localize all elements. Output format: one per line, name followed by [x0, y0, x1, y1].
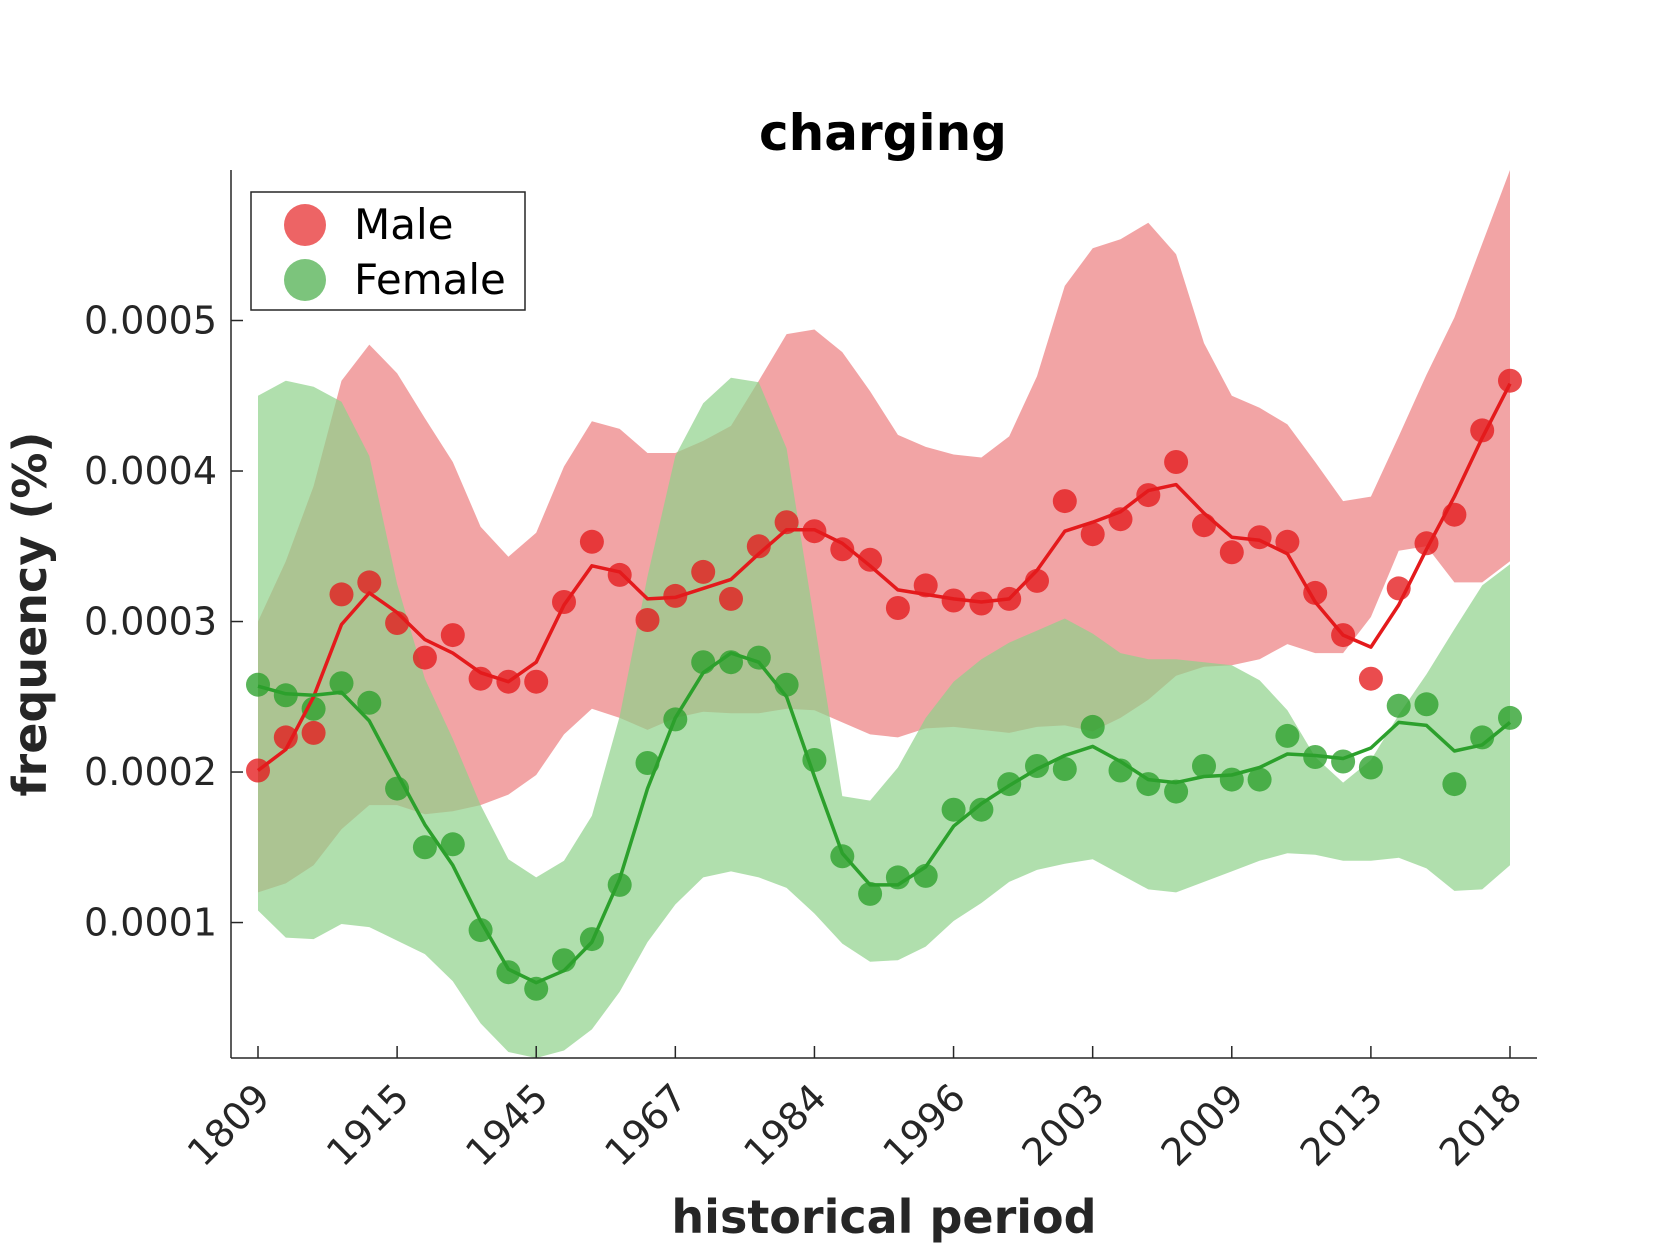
legend: Male Female: [250, 191, 526, 311]
line-male: [256, 382, 1512, 772]
x-tick-label: 2003: [1014, 1075, 1114, 1175]
point-female: [1247, 767, 1272, 792]
x-tick-label: 1967: [596, 1075, 696, 1175]
point-male: [440, 623, 465, 648]
y-tick-label: 0.0005: [84, 299, 217, 343]
x-tick-label: 1809: [179, 1075, 279, 1175]
point-female: [412, 835, 437, 860]
y-tick-label: 0.0001: [84, 901, 217, 945]
point-male: [1192, 513, 1216, 538]
point-male: [1164, 450, 1189, 474]
point-female: [858, 881, 883, 906]
point-male: [913, 573, 938, 598]
band-male: [258, 170, 1510, 893]
point-female: [1052, 757, 1077, 781]
point-male: [301, 720, 326, 745]
point-female: [524, 976, 549, 1001]
point-female: [1080, 714, 1105, 739]
point-female: [246, 672, 270, 697]
point-female: [301, 696, 326, 721]
point-female: [1136, 772, 1161, 797]
point-female: [1414, 692, 1439, 717]
point-male: [412, 645, 437, 670]
point-male: [1080, 522, 1105, 547]
y-tick-label: 0.0004: [84, 449, 217, 493]
x-tick-label: 2013: [1292, 1075, 1392, 1175]
y-tick-label: 0.0002: [84, 750, 217, 794]
y-tick-label: 0.0003: [84, 600, 217, 644]
point-male: [1358, 666, 1383, 691]
point-female: [440, 832, 465, 857]
point-male: [1275, 529, 1300, 554]
point-female: [1275, 723, 1300, 748]
point-male: [1498, 368, 1522, 393]
point-male: [1052, 489, 1077, 514]
point-male: [885, 596, 910, 620]
band-female: [258, 377, 1510, 1058]
point-male: [830, 537, 855, 562]
point-male: [691, 559, 716, 584]
legend-marker-female: [284, 259, 326, 301]
point-male: [858, 547, 883, 572]
point-male: [329, 582, 354, 607]
line-female: [257, 651, 1512, 985]
point-male: [468, 666, 493, 691]
point-female: [1358, 755, 1383, 780]
x-tick-label: 2018: [1431, 1075, 1531, 1175]
x-tick-label: 1984: [735, 1075, 835, 1175]
point-female: [357, 690, 382, 715]
x-tick-label: 1915: [318, 1075, 418, 1175]
point-male: [607, 562, 632, 587]
chart-title: charging: [759, 104, 1007, 162]
point-female: [468, 918, 493, 943]
point-female: [1331, 749, 1356, 774]
point-female: [1498, 705, 1522, 730]
point-male: [719, 586, 743, 611]
x-tick-label: 1996: [874, 1075, 974, 1175]
point-male: [357, 570, 382, 595]
point-female: [746, 645, 771, 670]
point-male: [273, 725, 298, 750]
legend-marker-male: [284, 204, 326, 246]
point-male: [635, 608, 660, 632]
y-axis-title: frequency (%): [3, 432, 57, 797]
legend-label-female: Female: [354, 255, 506, 304]
legend-label-male: Male: [354, 200, 453, 249]
point-male: [1219, 540, 1244, 565]
point-male: [579, 529, 604, 554]
x-axis-title: historical period: [671, 1190, 1096, 1244]
point-female: [1470, 725, 1495, 750]
point-female: [941, 797, 966, 822]
point-female: [329, 671, 354, 696]
x-tick-label: 2009: [1153, 1075, 1253, 1175]
x-tick-label: 1945: [457, 1075, 557, 1175]
point-male: [746, 534, 771, 559]
point-female: [496, 960, 521, 985]
point-female: [1442, 772, 1467, 797]
point-female: [1192, 754, 1216, 778]
point-female: [969, 797, 994, 822]
plot-area: [246, 170, 1522, 1058]
point-male: [524, 669, 549, 694]
point-female: [1386, 693, 1411, 718]
point-female: [1164, 779, 1189, 804]
point-male: [1303, 580, 1328, 605]
